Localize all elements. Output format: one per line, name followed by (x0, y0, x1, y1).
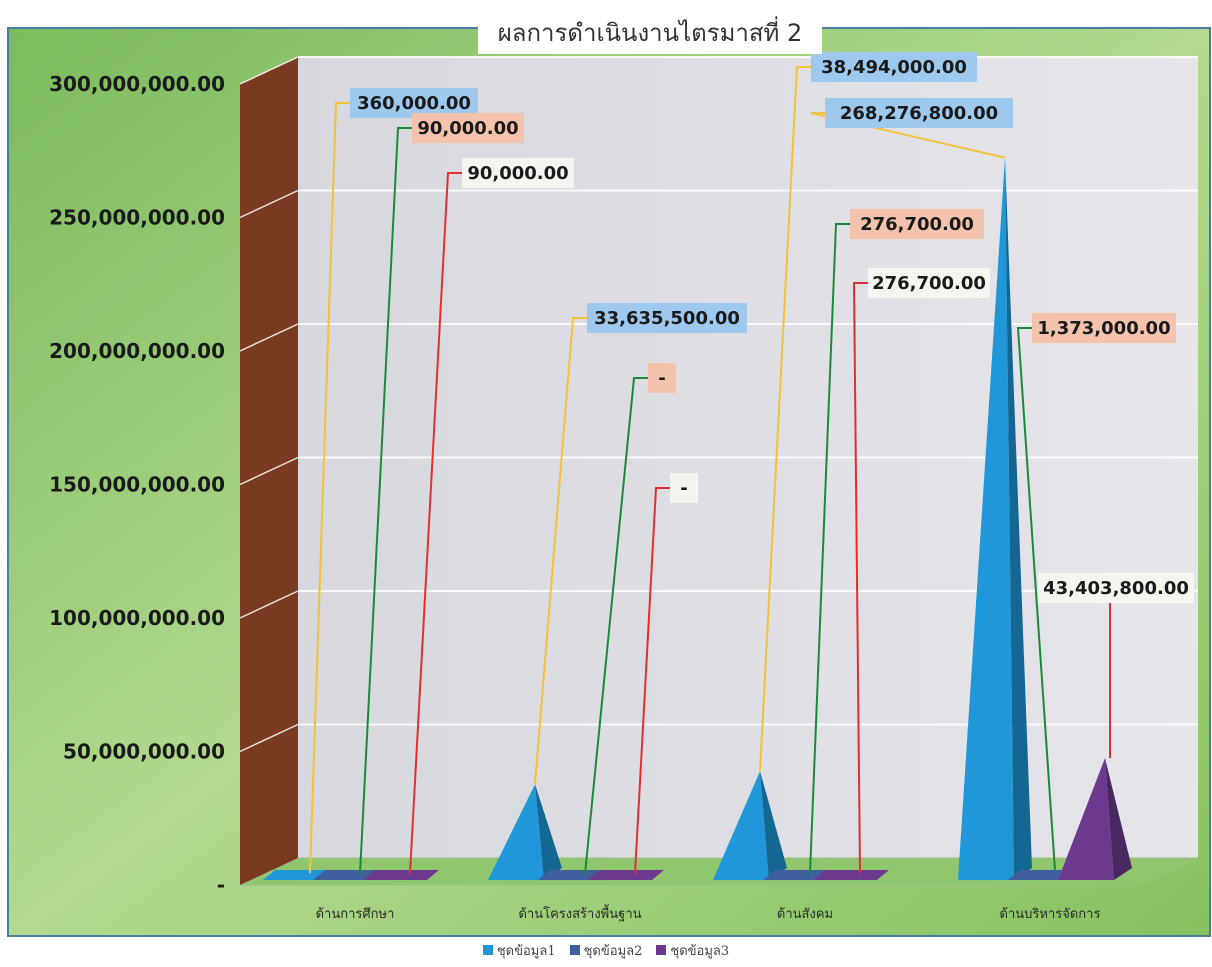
leader-line-2-2 (852, 282, 868, 874)
leader-line-1-0 (359, 127, 412, 874)
data-label-2-2: 276,700.00 (872, 273, 986, 294)
data-label-box-0-2 (811, 52, 977, 82)
legend-item-series1: ชุดข้อมูล1 (482, 940, 556, 961)
bar-side-2-3 (1105, 758, 1132, 880)
bar-2-3 (1058, 758, 1114, 880)
y-tick-label: 50,000,000.00 (63, 740, 225, 764)
x-category-label: ด้านโครงสร้างพื้นฐาน (518, 904, 641, 922)
y-tick-label: 150,000,000.00 (49, 473, 225, 497)
data-label-box-0-3 (825, 98, 1013, 128)
legend-swatch-series2 (569, 945, 580, 955)
data-label-box-1-2 (850, 209, 984, 239)
leader-line-0-3 (810, 112, 1006, 159)
y-tick-label: 250,000,000.00 (49, 206, 225, 230)
data-label-1-3: 1,373,000.00 (1037, 318, 1170, 339)
chart-legend: ชุดข้อมูล1 ชุดข้อมูล2 ชุดข้อมูล3 (0, 940, 1212, 960)
data-label-1-0: 90,000.00 (417, 118, 518, 139)
bar-0-3 (958, 157, 1014, 881)
bar-side-0-1 (535, 784, 562, 880)
leader-line-1-3 (1016, 327, 1056, 871)
leader-line-2-1 (634, 487, 670, 875)
legend-label-series2: ชุดข้อมูล2 (583, 943, 643, 959)
data-label-1-1: - (658, 368, 665, 389)
gridline-side (239, 590, 299, 619)
bar-2-2 (813, 870, 889, 880)
y-tick-label: - (217, 873, 225, 897)
legend-swatch-series3 (656, 945, 667, 955)
legend-swatch-series1 (482, 945, 493, 955)
bar-2-1 (588, 870, 664, 880)
leader-line-0-1 (534, 317, 587, 785)
bar-0-2 (713, 771, 769, 880)
gridline-side (239, 56, 299, 85)
bar-0-1 (488, 784, 544, 880)
gridline-side (239, 189, 299, 219)
legend-item-series3: ชุดข้อมูล3 (656, 940, 729, 961)
chart-title: ผลการดำเนินงานไตรมาสที่ 2 (478, 10, 822, 54)
y-tick-label: 200,000,000.00 (49, 339, 225, 363)
x-category-label: ด้านการศึกษา (316, 907, 395, 922)
data-label-box-2-1 (670, 473, 698, 503)
legend-label-series3: ชุดข้อมูล3 (670, 943, 730, 959)
bar-side-0-3 (1005, 157, 1032, 881)
data-label-0-1: 33,635,500.00 (594, 308, 740, 329)
data-label-0-2: 38,494,000.00 (821, 57, 967, 78)
bar-side-0-2 (760, 771, 787, 880)
bar-2-0 (363, 870, 439, 880)
data-label-2-1: - (680, 478, 687, 499)
data-label-box-1-0 (412, 113, 524, 143)
legend-label-series1: ชุดข้อมูล1 (496, 943, 556, 959)
gridline-side (239, 723, 299, 753)
data-label-2-3: 43,403,800.00 (1043, 578, 1189, 599)
x-category-label: ด้านบริหารจัดการ (1000, 907, 1101, 922)
legend-item-series2: ชุดข้อมูล2 (569, 940, 643, 961)
leader-line-0-2 (759, 66, 811, 772)
data-label-box-0-1 (587, 303, 747, 333)
gridline-side (239, 456, 299, 486)
leader-line-1-2 (809, 223, 850, 874)
data-label-1-2: 276,700.00 (860, 214, 974, 235)
data-label-box-2-3 (1038, 573, 1194, 603)
y-tick-label: 100,000,000.00 (49, 606, 225, 630)
y-tick-label: 300,000,000.00 (49, 72, 225, 96)
leader-line-2-0 (409, 172, 462, 874)
data-label-box-1-1 (648, 363, 676, 393)
data-label-2-0: 90,000.00 (467, 163, 568, 184)
data-label-0-3: 268,276,800.00 (840, 103, 998, 124)
data-label-0-0: 360,000.00 (357, 93, 471, 114)
data-label-box-1-3 (1032, 313, 1176, 343)
gridline-side (239, 323, 299, 352)
leader-line-0-0 (309, 102, 350, 874)
leader-line-1-1 (584, 377, 648, 875)
data-label-box-2-2 (868, 268, 990, 298)
x-category-label: ด้านสังคม (777, 907, 833, 922)
data-label-box-2-0 (462, 158, 574, 188)
